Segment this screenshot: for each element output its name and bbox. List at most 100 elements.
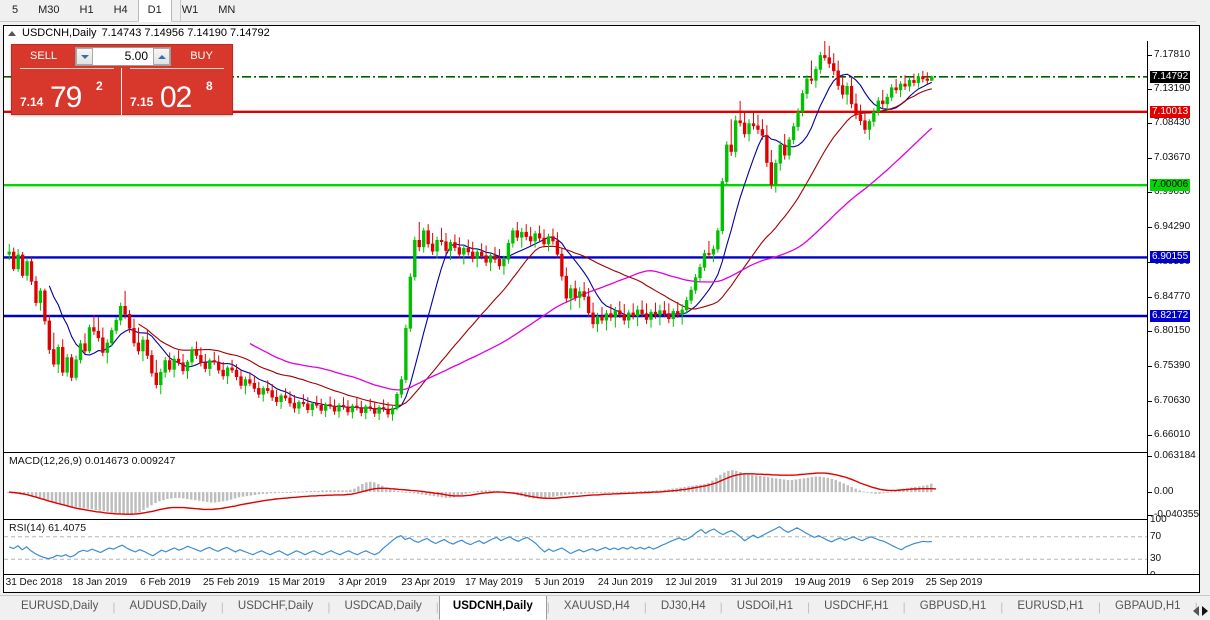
- macd-pane[interactable]: MACD(12,26,9) 0.014673 0.009247: [4, 452, 1199, 518]
- chevron-left-icon[interactable]: [1193, 606, 1199, 616]
- price-tick-label: 6.70630: [1154, 394, 1191, 406]
- macd-signal-line: [8, 472, 937, 515]
- chart-tab-xauusd-h4[interactable]: XAUUSD,H4: [563, 600, 630, 612]
- trade-panel-top-row: SELL 5.00 BUY: [12, 45, 234, 68]
- volume-stepper[interactable]: 5.00: [75, 47, 171, 66]
- time-tick-label: 24 Jun 2019: [597, 577, 653, 588]
- chart-window[interactable]: USDCNH,Daily 7.14743 7.14956 7.14190 7.1…: [3, 25, 1200, 593]
- price-badge-blue[interactable]: 6.82172: [1150, 310, 1191, 322]
- price-tick-label: 6.80150: [1154, 324, 1191, 336]
- price-tick-label: 7.03670: [1154, 152, 1191, 164]
- rsi-pane[interactable]: RSI(14) 61.4075: [4, 519, 1199, 576]
- tab-separator: |: [1000, 600, 1004, 614]
- time-tick-label: 31 Dec 2018: [5, 577, 63, 588]
- tab-separator: |: [435, 600, 439, 614]
- candlestick-plot: [4, 41, 1149, 421]
- chart-tab-usdoil-h1[interactable]: USDOil,H1: [736, 600, 793, 612]
- rsi-tick-label: 100: [1150, 514, 1167, 525]
- one-click-trading-panel[interactable]: SELL 5.00 BUY 7.14 79 2 7.15: [11, 44, 233, 115]
- tab-separator: |: [327, 600, 331, 614]
- macd-tick-label: -0.040355: [1154, 509, 1200, 521]
- time-tick-label: 31 Jul 2019: [730, 577, 783, 588]
- time-tick-label: 17 May 2019: [465, 577, 523, 588]
- buy-price-figure: 7.15: [130, 95, 154, 109]
- price-tick-label: 6.94290: [1154, 221, 1191, 233]
- time-tick-label: 6 Feb 2019: [140, 577, 191, 588]
- sell-price-pips: 79: [50, 81, 82, 114]
- time-tick-label: 6 Sep 2019: [862, 577, 914, 588]
- rsi-tick-label: 30: [1150, 553, 1162, 565]
- tab-nav-buttons[interactable]: [1193, 606, 1208, 616]
- price-tick-label: 7.13190: [1154, 82, 1191, 94]
- time-tick-label: 12 Jul 2019: [665, 577, 717, 588]
- tab-separator: |: [719, 600, 723, 614]
- chevron-up-icon: [157, 54, 166, 59]
- buy-price-pips: 02: [160, 81, 192, 114]
- time-tick-label: 15 Mar 2019: [268, 577, 325, 588]
- timeframe-toolbar: 5 M30 H1 H4 D1 W1 MN: [0, 0, 1210, 22]
- timeframe-h4[interactable]: H4: [113, 4, 128, 16]
- time-tick-label: 25 Sep 2019: [925, 577, 983, 588]
- buy-price-block[interactable]: 7.15 02 8: [122, 68, 232, 115]
- trade-panel-prices: 7.14 79 2 7.15 02 8: [12, 68, 234, 115]
- sell-price-fraction: 2: [96, 79, 103, 93]
- chart-tab-dj30-h4[interactable]: DJ30,H4: [660, 600, 706, 612]
- price-badge-grn[interactable]: 7.00006: [1150, 179, 1191, 192]
- time-tick-label: 25 Feb 2019: [203, 577, 260, 588]
- time-scale[interactable]: 31 Dec 2018 18 Jan 2019 6 Feb 2019 25 Feb 2…: [4, 574, 1199, 592]
- chart-tab-bar: EURUSD,Daily | AUDUSD,Daily | USDCHF,Daily | U…: [0, 595, 1210, 620]
- buy-rule: [130, 68, 224, 69]
- price-tick-label: 7.08430: [1154, 117, 1191, 129]
- price-tick-label: 6.99050: [1154, 186, 1191, 198]
- chart-tab-usdcad-daily[interactable]: USDCAD,Daily: [344, 600, 422, 612]
- chart-tab-gbpusd-h1[interactable]: GBPUSD,H1: [919, 600, 987, 612]
- chart-symbol-label: USDCNH,Daily: [22, 27, 97, 39]
- price-badge-cur[interactable]: 7.14792: [1150, 70, 1191, 83]
- price-tick-label: 6.75390: [1154, 359, 1191, 371]
- timeframe-5[interactable]: 5: [12, 4, 19, 16]
- sell-price-block[interactable]: 7.14 79 2: [12, 68, 122, 115]
- chart-tab-audusd-daily[interactable]: AUDUSD,Daily: [129, 600, 207, 612]
- volume-increase-button[interactable]: [153, 48, 170, 65]
- ma-mid-line: [138, 88, 932, 406]
- time-tick-label: 18 Jan 2019: [72, 577, 128, 588]
- tab-separator: |: [643, 600, 647, 614]
- timeframe-h1[interactable]: H1: [79, 4, 94, 16]
- time-tick-label: 3 Apr 2019: [338, 577, 387, 588]
- chart-tab-usdcnh-daily[interactable]: USDCNH,Daily: [438, 596, 547, 620]
- tab-separator: |: [806, 600, 811, 614]
- sell-price-figure: 7.14: [20, 95, 44, 109]
- chart-header: USDCNH,Daily 7.14743 7.14956 7.14190 7.1…: [4, 26, 1199, 41]
- timeframe-d1[interactable]: D1: [137, 0, 172, 22]
- chart-tab-eurusd-daily[interactable]: EURUSD,Daily: [21, 600, 99, 612]
- rsi-tick-label: 70: [1150, 530, 1162, 542]
- timeframe-w1[interactable]: W1: [181, 4, 199, 16]
- volume-decrease-button[interactable]: [76, 48, 93, 65]
- time-tick-label: 19 Aug 2019: [794, 577, 851, 588]
- chevron-right-icon[interactable]: [1202, 606, 1208, 616]
- time-tick-label: 5 Jun 2019: [534, 577, 585, 588]
- price-scale[interactable]: 7.17810 7.13190 7.08430 7.03670 6.99050 6.942…: [1147, 41, 1200, 581]
- price-badge-red[interactable]: 7.10013: [1150, 105, 1191, 118]
- timeframe-mn[interactable]: MN: [218, 4, 236, 16]
- tab-separator: |: [1097, 600, 1101, 614]
- timeframe-m30[interactable]: M30: [38, 4, 60, 16]
- chart-tab-gbpaud-h1[interactable]: GBPAUD,H1: [1114, 600, 1181, 612]
- tab-separator: |: [546, 600, 550, 614]
- tab-separator: |: [112, 600, 116, 614]
- chart-tab-eurusd-h1[interactable]: EURUSD,H1: [1017, 600, 1084, 612]
- volume-input[interactable]: 5.00: [93, 48, 153, 65]
- chart-tab-usdchf-daily[interactable]: USDCHF,Daily: [237, 600, 314, 612]
- buy-price-fraction: 8: [206, 79, 213, 93]
- triangle-up-icon[interactable]: [8, 31, 16, 36]
- sell-rule: [20, 68, 114, 69]
- chart-tab-usdchf-h1[interactable]: USDCHF,H1: [824, 600, 889, 612]
- sell-button[interactable]: SELL: [15, 46, 72, 67]
- price-badge-blue[interactable]: 6.90155: [1150, 251, 1191, 264]
- toolbar-corner: [1196, 0, 1210, 22]
- macd-histogram: [7, 470, 933, 516]
- candle-series: [7, 41, 934, 421]
- buy-button[interactable]: BUY: [173, 46, 230, 67]
- rsi-label: RSI(14) 61.4075: [9, 522, 87, 534]
